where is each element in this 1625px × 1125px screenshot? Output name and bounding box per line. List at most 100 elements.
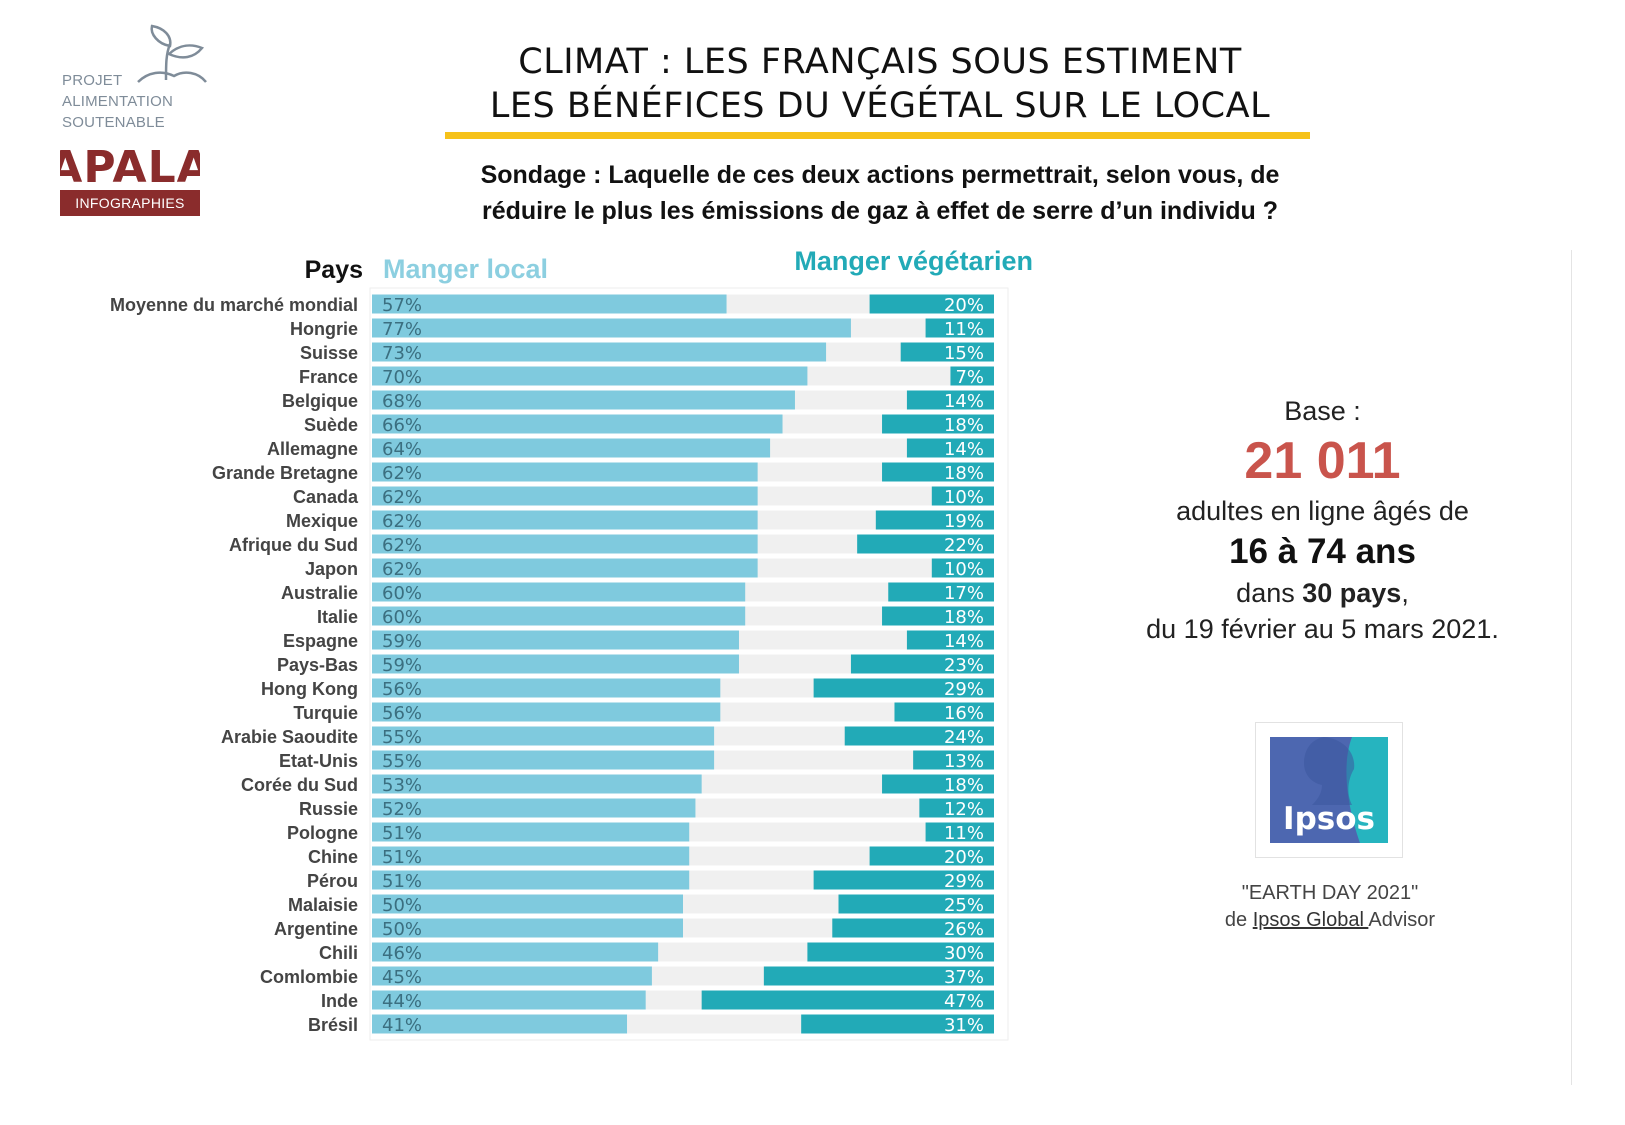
question-line-1: Sondage : Laquelle de ces deux actions p… [480,161,1280,189]
category-label: Mexique [286,511,358,531]
bar-manger-local [372,654,739,674]
data-label-manger-vegetarien: 11% [944,319,984,340]
chart-row: Brésil 41% 31% [308,1014,994,1036]
chart-row: Grande Bretagne 62% 18% [212,462,994,484]
chart-row: Pologne 51% 11% [287,822,994,844]
data-label-manger-local: 55% [382,751,422,772]
apala-logo: PROJET ALIMENTATION SOUTENABLE APALA INF… [56,24,207,216]
data-label-manger-local: 51% [382,847,422,868]
data-label-manger-vegetarien: 22% [944,535,984,556]
bar-manger-vegetarien [844,726,994,746]
bar-manger-local [372,438,771,458]
ipsos-logo: Ipsos [1255,722,1403,858]
category-label: Malaisie [288,895,358,915]
bar-manger-local [372,318,851,338]
category-label: Russie [299,799,358,819]
sprout-icon [137,24,207,83]
category-label: Allemagne [267,439,358,459]
data-label-manger-local: 62% [382,535,422,556]
data-label-manger-vegetarien: 20% [944,295,984,316]
bar-manger-local [372,366,808,386]
category-label: Comlombie [260,967,358,987]
bar-manger-local [372,582,746,602]
data-label-manger-vegetarien: 14% [944,439,984,460]
survey-dates: du 19 février au 5 mars 2021. [1146,614,1499,644]
data-label-manger-local: 45% [382,967,422,988]
chart-row: Chili 46% 30% [319,942,994,964]
data-label-manger-vegetarien: 20% [944,847,984,868]
data-label-manger-local: 62% [382,463,422,484]
bar-manger-local [372,822,690,842]
bar-manger-local [372,942,659,962]
category-label: Suède [304,415,358,435]
title-line-2: LES BÉNÉFICES DU VÉGÉTAL SUR LE LOCAL [489,86,1271,126]
data-label-manger-local: 57% [382,295,422,316]
category-label: Belgique [282,391,358,411]
bar-manger-vegetarien [850,654,994,674]
bar-manger-vegetarien [925,822,994,842]
data-label-manger-local: 66% [382,415,422,436]
chart-row: Malaisie 50% 25% [288,894,994,916]
base-label: Base : [1284,396,1361,426]
category-label: Brésil [308,1015,358,1035]
data-label-manger-local: 59% [382,655,422,676]
bar-manger-vegetarien [807,942,994,962]
bar-manger-vegetarien [888,582,994,602]
bar-manger-vegetarien [875,510,994,530]
bar-manger-vegetarien [913,750,994,770]
title-underline [445,132,1310,139]
countries-prefix: dans [1236,578,1303,608]
chart-row: Pérou 51% 29% [307,870,994,892]
category-label: Afrique du Sud [229,535,358,555]
bar-manger-vegetarien [813,678,994,698]
category-label: Chili [319,943,358,963]
ipsos-logo-text: Ipsos [1283,801,1375,837]
logo-wordmark: APALA [60,142,200,190]
bar-manger-local [372,678,721,698]
data-label-manger-local: 50% [382,919,422,940]
bar-manger-vegetarien [801,1014,994,1034]
question-line-2: réduire le plus les émissions de gaz à e… [481,197,1279,225]
chart-rows: Moyenne du marché mondial 57% 20% Hongrie 77… [110,294,994,1036]
logo-text: PROJET ALIMENTATION SOUTENABLE [62,70,173,133]
bar-manger-local [372,702,721,722]
source-credit: "EARTH DAY 2021" de Ipsos Global Advisor [1120,880,1540,934]
logo-line-3: SOUTENABLE [62,114,165,131]
bar-manger-vegetarien [869,294,994,314]
bar-manger-vegetarien [838,894,994,914]
data-label-manger-local: 62% [382,559,422,580]
logo-tag: INFOGRAPHIES [60,190,200,216]
data-label-manger-local: 60% [382,583,422,604]
chart-row: Hongrie 77% 11% [290,318,994,340]
chart-row: Inde 44% 47% [321,990,994,1012]
data-label-manger-local: 50% [382,895,422,916]
category-label: Hongrie [290,319,358,339]
data-label-manger-vegetarien: 26% [944,919,984,940]
data-label-manger-local: 53% [382,775,422,796]
data-label-manger-local: 70% [382,367,422,388]
bar-manger-vegetarien [931,558,994,578]
data-label-manger-local: 44% [382,991,422,1012]
chart-row: Turquie 56% 16% [293,702,994,724]
data-label-manger-vegetarien: 18% [944,415,984,436]
logo-line-1: PROJET [62,72,123,89]
bar-manger-vegetarien [857,534,994,554]
data-label-manger-vegetarien: 31% [944,1015,984,1036]
logo-brand-name: APALA [60,142,200,190]
bar-manger-vegetarien [763,966,994,986]
category-label: Turquie [293,703,358,723]
source-prefix: de [1224,909,1253,931]
source-suffix: Advisor [1368,909,1436,931]
chart-row: Chine 51% 20% [308,846,994,868]
bar-manger-vegetarien [894,702,994,722]
data-label-manger-vegetarien: 18% [944,463,984,484]
chart-row: Arabie Saoudite 55% 24% [221,726,994,748]
logo-brand: APALA INFOGRAPHIES [60,142,200,230]
category-label: Grande Bretagne [212,463,358,483]
chart-row: Australie 60% 17% [281,582,994,604]
category-label: Suisse [300,343,358,363]
bar-manger-vegetarien [882,774,994,794]
data-label-manger-local: 62% [382,511,422,532]
data-label-manger-local: 60% [382,607,422,628]
data-label-manger-local: 52% [382,799,422,820]
